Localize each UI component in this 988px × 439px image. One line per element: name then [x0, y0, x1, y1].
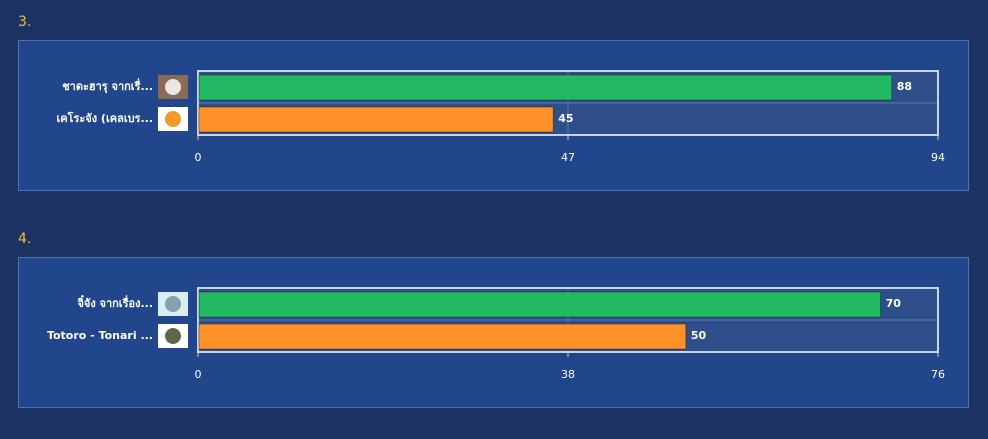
- category-label: Totoro - Tonari ...: [47, 329, 153, 342]
- section-number: 4.: [18, 231, 31, 247]
- value-label: 50: [691, 329, 707, 342]
- bar: [198, 323, 687, 350]
- plot-border: [197, 287, 939, 353]
- bar: [198, 106, 554, 133]
- x-tick-label: 38: [561, 368, 575, 381]
- bar: [198, 291, 882, 318]
- avatar-figure: [165, 328, 181, 344]
- value-label: 88: [897, 80, 912, 93]
- avatar-figure: [165, 79, 181, 95]
- x-tick-label: 76: [931, 368, 945, 381]
- x-tick-label: 47: [561, 151, 575, 164]
- avatar-figure: [165, 111, 181, 127]
- x-tick-label: 0: [195, 368, 202, 381]
- category-label: จิ๋จัง จากเรื่อง...: [77, 294, 153, 310]
- value-label: 70: [886, 297, 902, 310]
- plot-border: [197, 70, 939, 136]
- x-tick-label: 0: [195, 151, 202, 164]
- value-label: 45: [558, 112, 573, 125]
- x-tick-label: 94: [931, 151, 945, 164]
- avatar-figure: [165, 296, 181, 312]
- category-label: เคโระจัง (เคลเบร...: [56, 111, 153, 125]
- section-number: 3.: [18, 14, 31, 30]
- category-label: ชาดะฮารุ จากเรื่...: [62, 78, 153, 94]
- bar: [198, 74, 893, 101]
